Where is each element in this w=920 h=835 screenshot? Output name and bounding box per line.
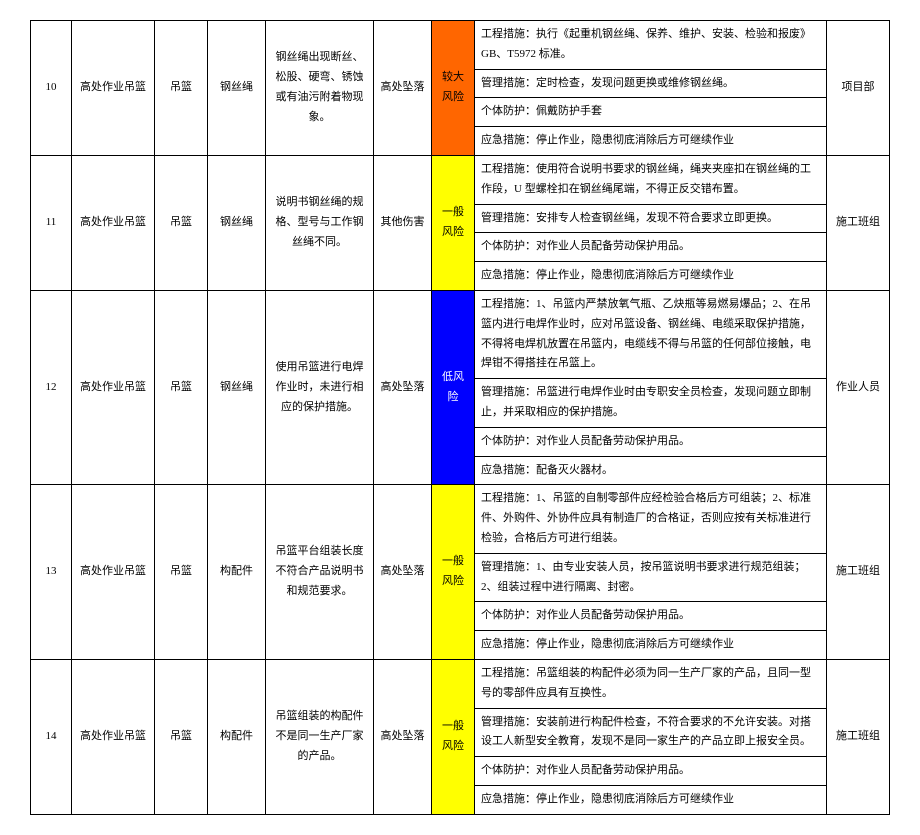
- row-number: 12: [31, 290, 72, 484]
- control-measure: 应急措施：停止作业，隐患彻底消除后方可继续作业: [475, 262, 827, 291]
- control-measure: 工程措施：使用符合说明书要求的钢丝绳，绳夹夹座扣在钢丝绳的工作段，U 型螺栓扣在…: [475, 155, 827, 204]
- hazard-type: 高处坠落: [374, 659, 432, 814]
- responsible: 施工班组: [827, 485, 890, 660]
- hazard-type: 高处坠落: [374, 485, 432, 660]
- control-measure: 个体防护：对作业人员配备劳动保护用品。: [475, 233, 827, 262]
- hazard: 吊篮组装的构配件不是同一生产厂家的产品。: [266, 659, 374, 814]
- row-number: 11: [31, 155, 72, 290]
- equipment: 吊篮: [155, 21, 208, 156]
- part: 构配件: [208, 659, 266, 814]
- table-row: 10高处作业吊篮吊篮钢丝绳钢丝绳出现断丝、松股、硬弯、锈蚀或有油污附着物现象。高…: [31, 21, 890, 70]
- part: 钢丝绳: [208, 290, 266, 484]
- equipment: 吊篮: [155, 290, 208, 484]
- table-row: 11高处作业吊篮吊篮钢丝绳说明书钢丝绳的规格、型号与工作钢丝绳不同。其他伤害一般…: [31, 155, 890, 204]
- control-measure: 工程措施：吊篮组装的构配件必须为同一生产厂家的产品，且同一型号的零部件应具有互换…: [475, 659, 827, 708]
- hazard-type: 其他伤害: [374, 155, 432, 290]
- control-measure: 个体防护：对作业人员配备劳动保护用品。: [475, 427, 827, 456]
- part: 钢丝绳: [208, 155, 266, 290]
- control-measure: 管理措施：安排专人检查钢丝绳，发现不符合要求立即更换。: [475, 204, 827, 233]
- risk-assessment-table: 10高处作业吊篮吊篮钢丝绳钢丝绳出现断丝、松股、硬弯、锈蚀或有油污附着物现象。高…: [30, 20, 890, 815]
- part: 钢丝绳: [208, 21, 266, 156]
- risk-level: 一般风险: [432, 155, 475, 290]
- hazard: 钢丝绳出现断丝、松股、硬弯、锈蚀或有油污附着物现象。: [266, 21, 374, 156]
- control-measure: 工程措施：1、吊篮的自制零部件应经检验合格后方可组装；2、标准件、外购件、外协件…: [475, 485, 827, 553]
- control-measure: 管理措施：安装前进行构配件检查，不符合要求的不允许安装。对搭设工人新型安全教育，…: [475, 708, 827, 757]
- control-measure: 工程措施：1、吊篮内严禁放氧气瓶、乙炔瓶等易燃易爆品；2、在吊篮内进行电焊作业时…: [475, 290, 827, 378]
- equipment: 吊篮: [155, 155, 208, 290]
- equipment: 吊篮: [155, 485, 208, 660]
- risk-level: 一般风险: [432, 485, 475, 660]
- control-measure: 管理措施：1、由专业安装人员，按吊篮说明书要求进行规范组装；2、组装过程中进行隔…: [475, 553, 827, 602]
- row-number: 10: [31, 21, 72, 156]
- control-measure: 应急措施：停止作业，隐患彻底消除后方可继续作业: [475, 631, 827, 660]
- row-number: 13: [31, 485, 72, 660]
- work-area: 高处作业吊篮: [72, 659, 155, 814]
- control-measure: 应急措施：停止作业，隐患彻底消除后方可继续作业: [475, 785, 827, 814]
- table-row: 14高处作业吊篮吊篮构配件吊篮组装的构配件不是同一生产厂家的产品。高处坠落一般风…: [31, 659, 890, 708]
- control-measure: 工程措施：执行《起重机钢丝绳、保养、维护、安装、检验和报废》GB、T5972 标…: [475, 21, 827, 70]
- risk-level: 一般风险: [432, 659, 475, 814]
- work-area: 高处作业吊篮: [72, 290, 155, 484]
- responsible: 项目部: [827, 21, 890, 156]
- risk-level: 较大风险: [432, 21, 475, 156]
- work-area: 高处作业吊篮: [72, 155, 155, 290]
- hazard: 使用吊篮进行电焊作业时，未进行相应的保护措施。: [266, 290, 374, 484]
- work-area: 高处作业吊篮: [72, 485, 155, 660]
- table-row: 13高处作业吊篮吊篮构配件吊篮平台组装长度不符合产品说明书和规范要求。高处坠落一…: [31, 485, 890, 553]
- control-measure: 管理措施：定时检查，发现问题更换或维修钢丝绳。: [475, 69, 827, 98]
- control-measure: 管理措施：吊篮进行电焊作业时由专职安全员检查，发现问题立即制止，并采取相应的保护…: [475, 379, 827, 428]
- work-area: 高处作业吊篮: [72, 21, 155, 156]
- table-row: 12高处作业吊篮吊篮钢丝绳使用吊篮进行电焊作业时，未进行相应的保护措施。高处坠落…: [31, 290, 890, 378]
- part: 构配件: [208, 485, 266, 660]
- control-measure: 应急措施：停止作业，隐患彻底消除后方可继续作业: [475, 127, 827, 156]
- hazard: 吊篮平台组装长度不符合产品说明书和规范要求。: [266, 485, 374, 660]
- control-measure: 应急措施：配备灭火器材。: [475, 456, 827, 485]
- responsible: 施工班组: [827, 659, 890, 814]
- responsible: 施工班组: [827, 155, 890, 290]
- equipment: 吊篮: [155, 659, 208, 814]
- control-measure: 个体防护：佩戴防护手套: [475, 98, 827, 127]
- hazard: 说明书钢丝绳的规格、型号与工作钢丝绳不同。: [266, 155, 374, 290]
- responsible: 作业人员: [827, 290, 890, 484]
- row-number: 14: [31, 659, 72, 814]
- hazard-type: 高处坠落: [374, 21, 432, 156]
- control-measure: 个体防护：对作业人员配备劳动保护用品。: [475, 602, 827, 631]
- control-measure: 个体防护：对作业人员配备劳动保护用品。: [475, 757, 827, 786]
- hazard-type: 高处坠落: [374, 290, 432, 484]
- risk-level: 低风险: [432, 290, 475, 484]
